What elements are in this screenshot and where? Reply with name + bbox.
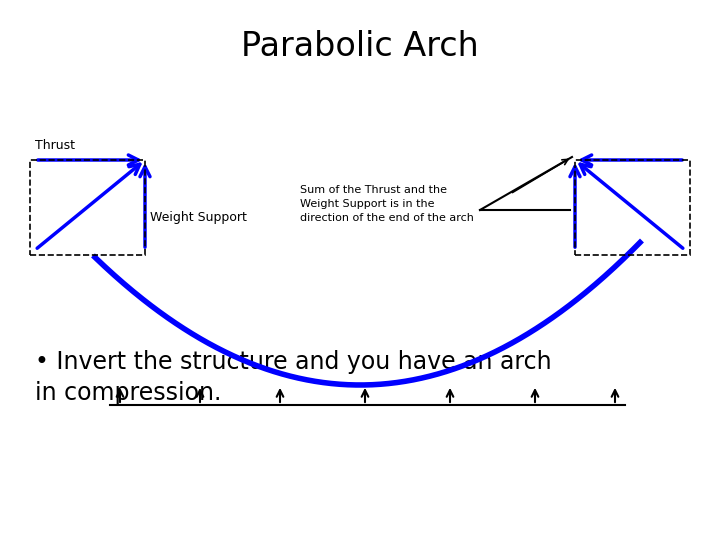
Text: Parabolic Arch: Parabolic Arch xyxy=(241,30,479,63)
Bar xyxy=(575,160,690,255)
Text: Thrust: Thrust xyxy=(35,139,75,152)
Text: • Invert the structure and you have an arch
in compression.: • Invert the structure and you have an a… xyxy=(35,350,552,404)
Bar xyxy=(30,160,145,255)
Text: Sum of the Thrust and the
Weight Support is in the
direction of the end of the a: Sum of the Thrust and the Weight Support… xyxy=(300,185,474,223)
Text: Weight Support: Weight Support xyxy=(150,211,247,224)
